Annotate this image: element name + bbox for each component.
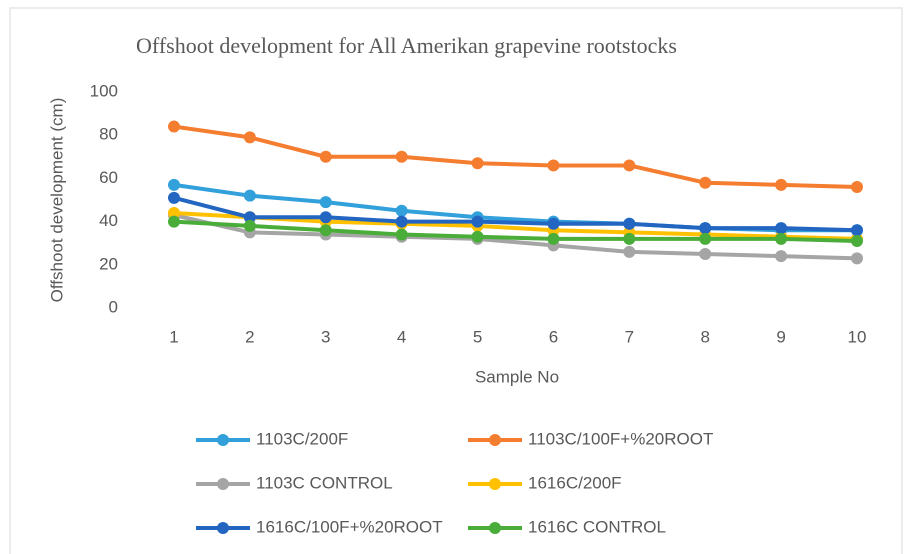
data-point <box>623 232 636 245</box>
x-axis-title: Sample No <box>475 367 559 386</box>
data-point <box>775 178 788 191</box>
data-point <box>319 196 332 209</box>
data-point <box>243 131 256 144</box>
data-point <box>243 219 256 232</box>
data-point <box>168 191 180 204</box>
legend-label: 1616C CONTROL <box>528 517 666 536</box>
series-line <box>173 219 858 244</box>
x-tick-label: 9 <box>776 327 785 346</box>
x-tick-label: 2 <box>245 327 254 346</box>
data-point <box>851 181 863 194</box>
data-point <box>395 228 408 241</box>
x-tick-label: 8 <box>700 327 709 346</box>
legend-marker <box>217 434 229 446</box>
series-line <box>173 195 858 233</box>
data-point <box>243 189 256 202</box>
data-point <box>775 232 788 245</box>
data-point <box>699 248 712 260</box>
data-point <box>851 224 863 237</box>
data-point <box>623 217 636 230</box>
y-tick-label: 80 <box>99 125 118 144</box>
legend-marker <box>217 522 229 534</box>
data-point <box>775 222 788 235</box>
data-point <box>319 224 332 237</box>
data-point <box>471 230 484 243</box>
data-point <box>623 159 636 172</box>
data-point <box>851 235 863 248</box>
x-tick-label: 10 <box>848 327 867 346</box>
chart-title: Offshoot development for All Amerikan gr… <box>136 33 677 58</box>
x-tick-label: 3 <box>321 327 330 346</box>
y-tick-label: 100 <box>90 81 118 100</box>
data-point <box>243 211 256 224</box>
data-point <box>395 215 408 228</box>
series-line <box>173 210 858 241</box>
y-axis-title: Offshoot development (cm) <box>47 98 66 303</box>
data-point <box>471 215 484 228</box>
data-point <box>547 159 560 172</box>
legend-marker <box>489 434 501 446</box>
legend-marker <box>217 478 229 490</box>
x-tick-label: 7 <box>625 327 634 346</box>
data-point <box>851 252 863 265</box>
legend-label: 1103C CONTROL <box>256 473 393 492</box>
data-point <box>699 176 712 189</box>
data-point <box>547 217 560 230</box>
data-point <box>319 150 332 163</box>
x-tick-label: 1 <box>169 327 178 346</box>
data-point <box>168 215 180 228</box>
legend-label: 1103C/200F <box>256 429 348 448</box>
y-tick-label: 20 <box>99 254 118 273</box>
data-point <box>395 204 408 217</box>
data-point <box>699 222 712 235</box>
y-tick-label: 60 <box>99 168 118 187</box>
chart-frame <box>9 7 903 554</box>
data-point <box>623 245 636 258</box>
data-point <box>471 157 484 170</box>
data-point <box>699 232 712 245</box>
legend-label: 1616C/200F <box>528 473 622 492</box>
x-tick-label: 5 <box>473 327 482 346</box>
legend-label: 1103C/100F+%20ROOT <box>528 429 713 448</box>
data-point <box>168 178 180 191</box>
series-line <box>173 213 858 261</box>
legend-label: 1616C/100F+%20ROOT <box>256 517 443 536</box>
y-tick-label: 40 <box>99 211 118 230</box>
data-point <box>395 150 408 163</box>
data-point <box>168 206 180 219</box>
data-point <box>168 120 180 133</box>
data-point <box>547 232 560 245</box>
data-point <box>319 211 332 224</box>
data-point <box>775 250 788 263</box>
x-tick-label: 6 <box>549 327 558 346</box>
y-tick-label: 0 <box>109 297 118 316</box>
series-line <box>173 124 858 190</box>
legend-marker <box>489 478 501 490</box>
x-tick-label: 4 <box>397 327 406 346</box>
legend-marker <box>489 522 501 534</box>
